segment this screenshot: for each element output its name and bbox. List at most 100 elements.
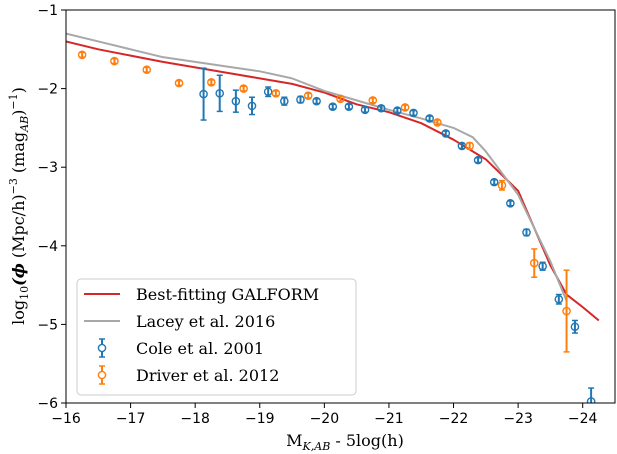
data-point-s3-12 (465, 141, 474, 151)
marker (506, 199, 515, 208)
data-point-s2-9 (344, 102, 354, 111)
marker (360, 105, 370, 115)
x-tick-label: −17 (116, 411, 146, 427)
marker (280, 96, 289, 106)
data-point-s2-19 (506, 199, 515, 208)
data-point-s2-24 (586, 387, 596, 403)
data-point-s3-2 (142, 65, 152, 75)
data-point-s3-10 (400, 103, 410, 112)
legend-entry-2: Cole et al. 2001 (97, 338, 264, 358)
marker (400, 103, 410, 112)
marker (538, 261, 547, 271)
y-tick-label: −1 (37, 3, 58, 19)
marker (522, 228, 531, 237)
x-tick-label: −19 (245, 411, 275, 427)
y-tick-label: −3 (37, 160, 58, 176)
marker (336, 94, 345, 104)
marker (376, 103, 386, 113)
legend-label: Best-fitting GALFORM (136, 285, 319, 304)
data-point-s2-22 (554, 293, 564, 305)
legend-label: Lacey et al. 2016 (136, 312, 275, 331)
legend-entry-3: Driver et al. 2012 (97, 365, 279, 385)
data-point-s3-6 (271, 89, 281, 98)
y-axis-ticks: −6 −5 −4 −3 −2 −1 (37, 3, 66, 412)
data-point-s3-0 (77, 50, 87, 60)
data-point-s3-3 (174, 78, 184, 88)
data-point-s2-4 (263, 86, 273, 98)
marker (77, 50, 87, 60)
data-point-s2-20 (522, 228, 531, 237)
x-tick-label: −18 (180, 411, 210, 427)
data-point-s3-7 (303, 91, 313, 100)
marker (570, 322, 580, 332)
data-point-s3-4 (207, 78, 216, 87)
legend-label: Cole et al. 2001 (136, 339, 264, 358)
legend-marker (97, 370, 107, 380)
data-point-s3-15 (562, 269, 571, 353)
marker (409, 108, 418, 118)
data-point-s2-8 (328, 102, 338, 111)
marker (368, 96, 378, 105)
data-point-s3-11 (433, 118, 442, 127)
data-point-s3-8 (336, 94, 345, 104)
marker (303, 91, 313, 100)
y-tick-label: −4 (37, 239, 58, 255)
marker (529, 258, 539, 268)
x-axis-ticks: −16 −17 −18 −19 −20 −21 −22 −23 −24 (51, 403, 598, 427)
data-point-s2-15 (441, 129, 451, 138)
x-tick-label: −16 (51, 411, 81, 427)
marker (433, 118, 442, 127)
marker (296, 95, 305, 104)
marker (231, 96, 241, 106)
data-point-s3-14 (529, 248, 539, 278)
data-point-s2-23 (570, 319, 580, 334)
marker (425, 114, 434, 123)
marker (199, 89, 208, 99)
data-point-s2-17 (473, 155, 483, 165)
marker (344, 102, 354, 111)
marker (215, 89, 225, 98)
data-point-s2-3 (247, 96, 257, 116)
legend-entry-1: Lacey et al. 2016 (84, 312, 275, 331)
marker (441, 129, 451, 138)
data-point-s2-0 (199, 67, 208, 121)
plot-area (65, 9, 616, 404)
marker (174, 78, 184, 88)
marker (489, 177, 499, 187)
marker (497, 180, 507, 190)
marker (562, 306, 571, 316)
data-point-s3-5 (239, 84, 248, 93)
y-tick-label: −2 (37, 82, 58, 98)
data-point-s2-13 (409, 108, 418, 118)
marker (263, 87, 273, 97)
legend-box (76, 278, 357, 396)
marker (142, 65, 152, 75)
marker (207, 78, 216, 87)
data-point-s2-21 (538, 261, 547, 271)
data-point-s2-12 (393, 106, 402, 115)
data-point-s3-9 (368, 96, 378, 105)
legend-entry-0: Best-fitting GALFORM (84, 285, 319, 304)
x-tick-label: −21 (374, 411, 404, 427)
marker (393, 106, 402, 115)
data-point-s2-1 (215, 74, 225, 113)
legend-marker (97, 343, 107, 353)
marker (239, 84, 248, 93)
data-point-s2-10 (360, 105, 370, 115)
x-tick-label: −24 (568, 411, 598, 427)
y-axis-label: log10(ϕ (Mpc/h)−3 (magAB)−1) (7, 87, 31, 325)
x-tick-label: −23 (503, 411, 533, 427)
data-point-s2-6 (296, 95, 305, 104)
data-point-s2-7 (312, 96, 321, 106)
x-tick-label: −20 (310, 411, 340, 427)
marker (312, 96, 321, 106)
data-point-s3-13 (497, 179, 507, 191)
data-point-s2-14 (425, 114, 434, 123)
marker (110, 56, 119, 66)
plot-frame (65, 9, 616, 404)
marker (271, 89, 281, 98)
y-tick-label: −5 (37, 317, 58, 333)
marker (586, 397, 596, 403)
y-tick-label: −6 (37, 396, 58, 412)
